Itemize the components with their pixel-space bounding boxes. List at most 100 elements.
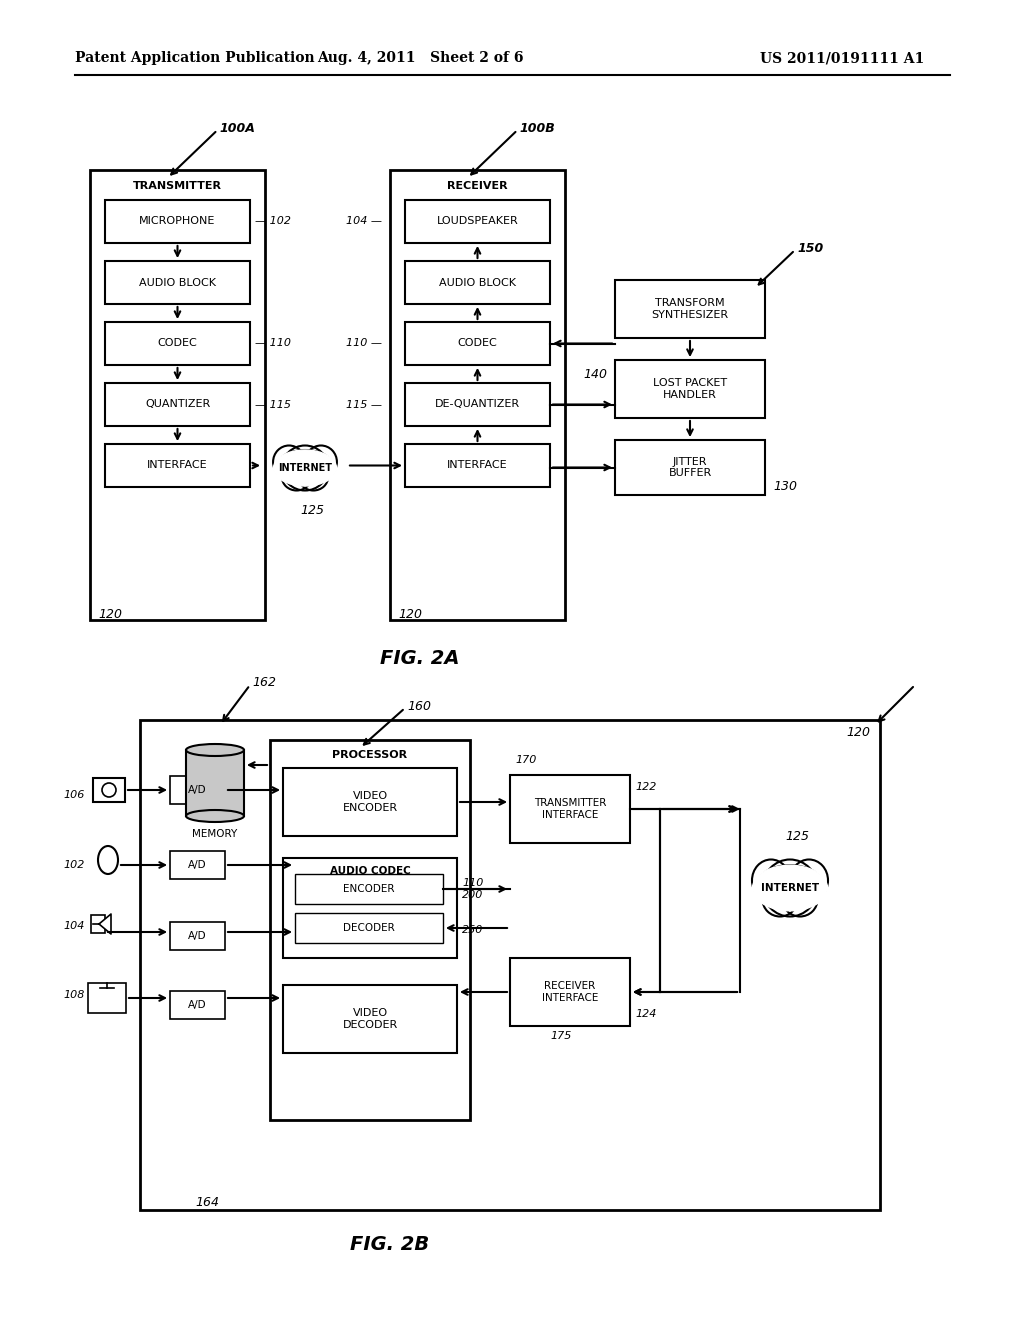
Text: 102: 102	[63, 861, 85, 870]
Text: INTERNET: INTERNET	[278, 463, 332, 473]
Ellipse shape	[282, 446, 328, 491]
Ellipse shape	[282, 463, 311, 491]
Bar	[170, 991, 225, 1019]
Text: 175: 175	[550, 1031, 571, 1041]
Bar	[295, 874, 443, 904]
Text: 120: 120	[398, 607, 422, 620]
Text: 122: 122	[635, 781, 656, 792]
Bar	[170, 851, 225, 879]
Text: 115 —: 115 —	[346, 400, 382, 409]
Text: 104: 104	[63, 921, 85, 931]
Text: 125: 125	[300, 503, 324, 516]
Text: AUDIO CODEC: AUDIO CODEC	[330, 866, 411, 876]
Bar	[105, 201, 250, 243]
Text: INTERNET: INTERNET	[761, 883, 819, 894]
Text: 100A: 100A	[219, 121, 255, 135]
Text: 104 —: 104 —	[346, 216, 382, 227]
Ellipse shape	[752, 859, 790, 902]
Text: A/D: A/D	[188, 861, 207, 870]
Text: — 110: — 110	[255, 338, 291, 348]
Text: 120: 120	[98, 607, 122, 620]
Ellipse shape	[758, 865, 822, 903]
Ellipse shape	[273, 450, 337, 486]
Text: 150: 150	[797, 242, 823, 255]
Text: RECEIVER: RECEIVER	[447, 181, 508, 191]
Text: A/D: A/D	[188, 1001, 207, 1010]
Bar	[615, 360, 765, 418]
Bar	[510, 775, 630, 843]
Text: US 2011/0191111 A1: US 2011/0191111 A1	[760, 51, 925, 65]
Text: 100B: 100B	[519, 121, 555, 135]
Bar	[615, 280, 765, 338]
Ellipse shape	[305, 446, 337, 479]
Text: 170: 170	[515, 755, 537, 766]
Text: CODEC: CODEC	[158, 338, 198, 348]
Text: RECEIVER
INTERFACE: RECEIVER INTERFACE	[542, 981, 598, 1003]
Ellipse shape	[763, 859, 817, 916]
Text: TRANSMITTER: TRANSMITTER	[133, 181, 222, 191]
Ellipse shape	[782, 882, 817, 916]
Bar	[406, 444, 550, 487]
Text: 160: 160	[407, 700, 431, 713]
Bar	[186, 750, 244, 816]
Text: INTERFACE: INTERFACE	[147, 461, 208, 470]
Text: FIG. 2B: FIG. 2B	[350, 1236, 430, 1254]
Text: MEMORY: MEMORY	[193, 829, 238, 840]
Bar	[105, 444, 250, 487]
Bar	[615, 440, 765, 495]
Text: 125: 125	[785, 829, 809, 842]
Bar	[170, 921, 225, 950]
Ellipse shape	[753, 865, 827, 911]
Text: A/D: A/D	[188, 931, 207, 941]
Text: 140: 140	[583, 368, 607, 381]
Text: 200: 200	[462, 890, 483, 900]
Bar	[406, 261, 550, 304]
Text: FIG. 2A: FIG. 2A	[380, 648, 460, 668]
Bar	[283, 985, 457, 1053]
Text: 250: 250	[462, 925, 483, 935]
Bar	[270, 741, 470, 1119]
Bar	[390, 170, 565, 620]
Text: — 102: — 102	[255, 216, 291, 227]
Text: QUANTIZER: QUANTIZER	[144, 400, 210, 409]
Text: VIDEO
ENCODER: VIDEO ENCODER	[342, 791, 397, 813]
Bar	[283, 768, 457, 836]
Text: AUDIO BLOCK: AUDIO BLOCK	[139, 277, 216, 288]
Ellipse shape	[278, 450, 333, 480]
Text: DE-QUANTIZER: DE-QUANTIZER	[435, 400, 520, 409]
Text: 164: 164	[195, 1196, 219, 1209]
Text: 108: 108	[63, 990, 85, 1001]
Ellipse shape	[186, 810, 244, 822]
Text: VIDEO
DECODER: VIDEO DECODER	[342, 1008, 397, 1030]
Text: TRANSMITTER
INTERFACE: TRANSMITTER INTERFACE	[534, 799, 606, 820]
Text: 110: 110	[462, 878, 483, 888]
Text: 110 —: 110 —	[346, 338, 382, 348]
Text: — 115: — 115	[255, 400, 291, 409]
Bar	[283, 858, 457, 958]
Text: 106: 106	[63, 789, 85, 800]
Text: 120: 120	[846, 726, 870, 738]
Text: A/D: A/D	[188, 785, 207, 795]
Text: CODEC: CODEC	[458, 338, 498, 348]
Text: PROCESSOR: PROCESSOR	[333, 750, 408, 760]
Text: ENCODER: ENCODER	[343, 884, 394, 894]
Text: LOST PACKET
HANDLER: LOST PACKET HANDLER	[653, 379, 727, 400]
Bar	[105, 322, 250, 366]
Bar	[90, 170, 265, 620]
Text: AUDIO BLOCK: AUDIO BLOCK	[439, 277, 516, 288]
Ellipse shape	[273, 446, 305, 479]
Bar	[93, 777, 125, 803]
Bar	[170, 776, 225, 804]
Bar	[510, 958, 630, 1026]
Text: DECODER: DECODER	[343, 923, 395, 933]
Text: 124: 124	[635, 1008, 656, 1019]
Bar	[406, 383, 550, 426]
Polygon shape	[93, 913, 111, 935]
Text: INTERFACE: INTERFACE	[447, 461, 508, 470]
Bar	[88, 983, 126, 1012]
Text: 130: 130	[773, 480, 797, 494]
Bar	[105, 261, 250, 304]
Text: TRANSFORM
SYNTHESIZER: TRANSFORM SYNTHESIZER	[651, 298, 728, 319]
Text: JITTER
BUFFER: JITTER BUFFER	[669, 457, 712, 478]
Bar	[406, 201, 550, 243]
